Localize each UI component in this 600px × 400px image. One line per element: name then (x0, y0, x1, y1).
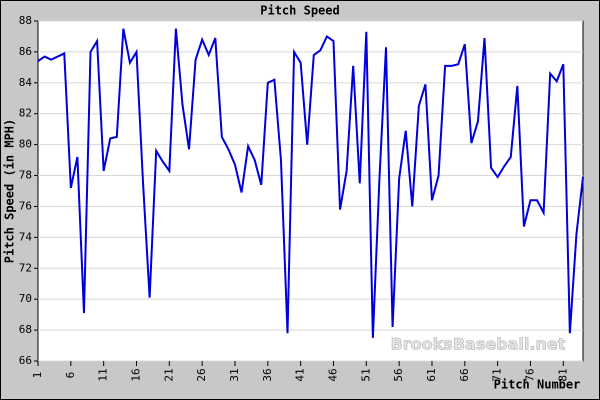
x-tick-label: 66 (458, 368, 471, 381)
x-tick-label: 11 (97, 368, 110, 381)
x-tick-label: 26 (195, 368, 208, 381)
x-tick-label: 21 (162, 368, 175, 381)
y-tick-label: 84 (19, 76, 33, 89)
y-tick-label: 88 (19, 14, 32, 27)
x-tick-label: 81 (556, 368, 569, 381)
y-tick-label: 76 (19, 199, 32, 212)
y-tick-label: 70 (19, 292, 32, 305)
x-tick-label: 6 (64, 372, 77, 379)
y-tick-label: 66 (19, 354, 32, 367)
x-tick-label: 76 (523, 368, 536, 381)
y-tick-label: 68 (19, 323, 32, 336)
y-tick-label: 74 (19, 230, 33, 243)
x-tick-label: 61 (425, 368, 438, 381)
plot-area (37, 20, 584, 362)
y-tick-label: 82 (19, 107, 32, 120)
x-tick-label: 51 (359, 368, 372, 381)
y-tick-label: 78 (19, 169, 32, 182)
x-axis-title: Pitch Number (494, 378, 581, 392)
x-tick-label: 56 (392, 368, 405, 381)
y-tick-label: 86 (19, 45, 32, 58)
y-axis-title: Pitch Speed (in MPH) (3, 119, 17, 264)
x-tick-label: 46 (326, 368, 339, 381)
x-tick-label: 41 (294, 368, 307, 381)
watermark: BrooksBaseball.net (391, 335, 566, 354)
x-tick-label: 31 (228, 368, 241, 381)
x-tick-label: 36 (261, 368, 274, 381)
line-series (37, 28, 584, 338)
x-tick-label: 71 (491, 368, 504, 381)
x-tick-label: 1 (31, 372, 44, 379)
chart-title: Pitch Speed (260, 4, 339, 18)
y-tick-label: 80 (19, 138, 32, 151)
x-tick-label: 16 (129, 368, 142, 381)
y-tick-label: 72 (19, 261, 32, 274)
